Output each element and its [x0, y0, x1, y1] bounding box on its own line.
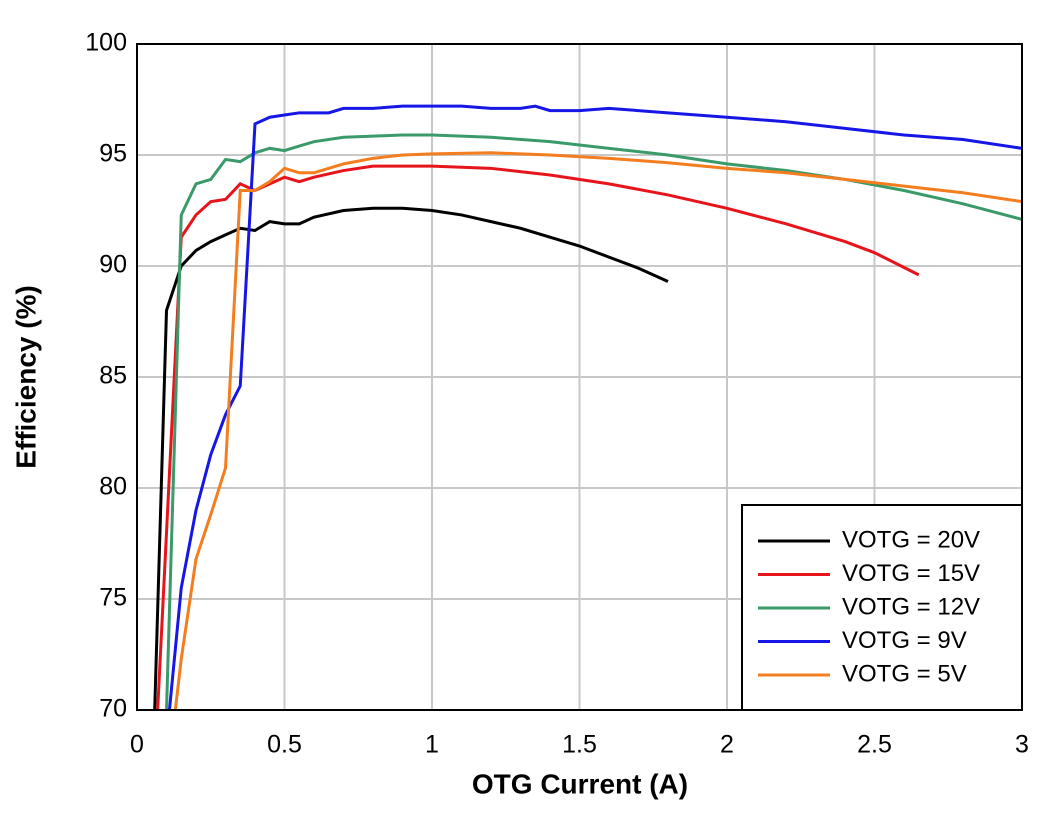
plot-lines	[153, 104, 1022, 710]
series-line	[156, 164, 920, 710]
y-axis-title: Efficiency (%)	[10, 285, 41, 469]
legend-label: VOTG = 12V	[842, 593, 980, 620]
series-line	[153, 206, 669, 710]
legend-label: VOTG = 15V	[842, 560, 980, 587]
x-tick-label: 1	[425, 731, 439, 759]
x-tick-label: 0.5	[267, 731, 302, 759]
y-tick-label: 75	[99, 584, 127, 612]
series-line	[165, 133, 1022, 710]
x-axis-title: OTG Current (A)	[472, 768, 688, 799]
series-line	[167, 104, 1022, 710]
x-tick-label: 2	[720, 731, 734, 759]
y-tick-label: 90	[99, 251, 127, 279]
y-tick-label: 85	[99, 362, 127, 390]
x-tick-label: 1.5	[562, 731, 597, 759]
plot-frame	[136, 43, 1023, 711]
legend-label: VOTG = 9V	[842, 627, 967, 654]
x-tick-label: 0	[130, 731, 144, 759]
x-tick-label: 3	[1015, 731, 1029, 759]
y-tick-label: 95	[99, 140, 127, 168]
x-tick-label: 2.5	[857, 731, 892, 759]
y-tick-label: 100	[85, 29, 127, 57]
legend-label: VOTG = 20V	[842, 526, 980, 553]
series-line	[173, 151, 1022, 710]
y-tick-label: 80	[99, 473, 127, 501]
legend-label: VOTG = 5V	[842, 660, 967, 687]
y-tick-label: 70	[99, 695, 127, 723]
